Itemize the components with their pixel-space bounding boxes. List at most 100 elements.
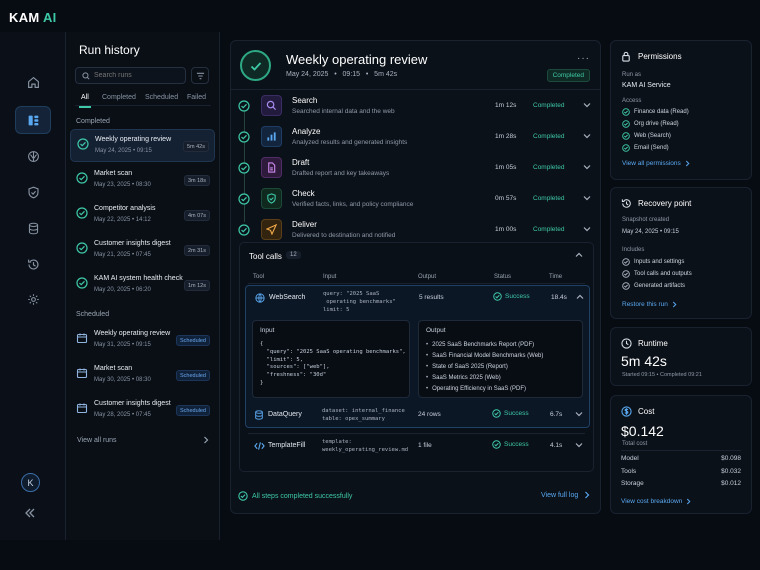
status-badge: Completed <box>546 69 590 82</box>
shield-icon[interactable] <box>15 178 51 206</box>
check-circle-icon <box>492 440 501 449</box>
calendar-icon <box>76 333 88 344</box>
chevron-down-icon[interactable] <box>583 164 591 170</box>
filter-button[interactable] <box>191 67 209 84</box>
chevron-right-icon[interactable] <box>203 436 209 444</box>
runtime-detail: Started 09:15 • Completed 09:21 <box>622 372 702 378</box>
chevron-down-icon[interactable] <box>583 133 591 139</box>
tab-scheduled[interactable]: Scheduled <box>145 94 179 101</box>
col-header-input: Input <box>323 274 337 280</box>
database-icon[interactable] <box>15 214 51 242</box>
check-circle-icon <box>622 258 630 266</box>
run-item[interactable]: Weekly operating review May 24, 2025 • 0… <box>70 129 215 162</box>
list-item[interactable]: Operating Efficiency in SaaS (PDF) <box>426 384 543 395</box>
check-circle-icon <box>622 108 630 116</box>
app-logo: KAM AI <box>9 10 57 25</box>
chevron-up-icon[interactable] <box>576 294 584 300</box>
run-item[interactable]: Weekly operating review May 31, 2025 • 0… <box>70 324 215 357</box>
run-item[interactable]: Customer insights digest May 21, 2025 • … <box>70 234 215 267</box>
chevron-up-icon[interactable] <box>575 252 583 258</box>
view-full-log-link[interactable]: View full log <box>541 492 579 499</box>
check-circle-icon <box>492 409 501 418</box>
search-icon <box>82 71 90 80</box>
search-input[interactable] <box>94 72 179 79</box>
view-all-runs-link[interactable]: View all runs <box>77 437 117 444</box>
history-icon[interactable] <box>15 250 51 278</box>
list-item[interactable]: SaaS Financial Model Benchmarks (Web) <box>426 351 543 362</box>
send-icon <box>261 219 282 240</box>
table-row[interactable]: WebSearch query: "2025 SaaS operating be… <box>245 285 590 428</box>
success-status: Success <box>492 440 529 449</box>
gear-icon[interactable] <box>15 285 51 313</box>
step-row[interactable]: Check Verified facts, links, and policy … <box>231 187 602 217</box>
tool-calls-count: 12 <box>286 251 301 259</box>
chevron-right-icon[interactable] <box>584 491 590 499</box>
tab-all[interactable]: All <box>79 94 91 108</box>
run-tabs: All Completed Scheduled Failed <box>75 90 211 108</box>
run-item[interactable]: Competitor analysis May 22, 2025 • 14:12… <box>70 199 215 232</box>
tool-calls-panel: Tool calls 12 Tool Input Output Status T… <box>239 242 594 472</box>
check-circle-icon <box>238 193 250 205</box>
home-icon[interactable] <box>15 68 51 96</box>
code-icon <box>254 442 265 450</box>
avatar[interactable]: K <box>21 473 40 492</box>
permissions-card: Permissions Run as KAM AI Service Access… <box>610 40 752 180</box>
check-circle-icon <box>76 172 88 184</box>
success-status: Success <box>493 292 530 301</box>
step-row[interactable]: Draft Drafted report and key takeaways 1… <box>231 156 602 186</box>
run-history-panel: Run history All Completed Scheduled Fail… <box>66 32 220 540</box>
more-options-icon[interactable]: ··· <box>577 53 590 64</box>
runs-icon[interactable] <box>15 106 51 134</box>
nav-rail: K <box>0 32 66 540</box>
duration-badge: 3m 18s <box>183 175 210 186</box>
check-circle-icon <box>622 282 630 290</box>
check-circle-icon <box>238 131 250 143</box>
list-item[interactable]: SaaS Metrics 2025 (Web) <box>426 373 543 384</box>
run-as-value: KAM AI Service <box>622 82 671 89</box>
run-item[interactable]: Market scan May 30, 2025 • 08:30 Schedul… <box>70 359 215 392</box>
history-icon <box>621 199 631 208</box>
chevron-right-icon <box>685 160 690 167</box>
include-item: Inputs and settings <box>622 258 684 266</box>
table-row[interactable]: TemplateFill template: weekly_operating_… <box>245 434 590 465</box>
cost-row: Model $0.098 <box>621 455 741 462</box>
duration-badge: 2m 31s <box>183 245 210 256</box>
step-row[interactable]: Analyze Analyzed results and generated i… <box>231 125 602 155</box>
success-status: Success <box>492 409 529 418</box>
step-row[interactable]: Deliver Delivered to destination and not… <box>231 218 602 248</box>
input-box: Input { "query": "2025 SaaS operating be… <box>252 320 410 398</box>
run-item[interactable]: Market scan May 23, 2025 • 08:30 3m 18s <box>70 164 215 197</box>
run-item[interactable]: KAM AI system health check May 20, 2025 … <box>70 269 215 302</box>
search-box[interactable] <box>75 67 186 84</box>
check-circle-icon <box>238 100 250 112</box>
chevron-down-icon[interactable] <box>575 442 583 448</box>
chevron-down-icon[interactable] <box>575 411 583 417</box>
view-cost-breakdown-link[interactable]: View cost breakdown <box>621 498 691 505</box>
brain-icon[interactable] <box>15 142 51 170</box>
run-item[interactable]: Customer insights digest May 28, 2025 • … <box>70 394 215 427</box>
table-row[interactable]: DataQuery dataset: internal_finance tabl… <box>245 403 590 434</box>
cost-card: Cost $0.142 Total cost Model $0.098 Tools… <box>610 395 752 514</box>
tab-completed[interactable]: Completed <box>102 94 136 101</box>
col-header-status: Status <box>494 274 512 280</box>
filter-icon <box>196 72 204 79</box>
list-item[interactable]: 2025 SaaS Benchmarks Report (PDF) <box>426 340 543 351</box>
tab-failed[interactable]: Failed <box>187 94 207 101</box>
chevron-down-icon[interactable] <box>583 102 591 108</box>
chevron-down-icon[interactable] <box>583 226 591 232</box>
view-all-permissions-link[interactable]: View all permissions <box>622 160 690 167</box>
clock-icon <box>621 338 632 349</box>
collapse-sidebar-icon[interactable] <box>24 508 36 518</box>
timeline-line <box>244 102 245 222</box>
input-json: { "query": "2025 SaaS operating benchmar… <box>260 341 406 386</box>
check-circle-icon <box>622 120 630 128</box>
check-circle-icon <box>238 162 250 174</box>
include-item: Tool calls and outputs <box>622 270 692 278</box>
restore-run-link[interactable]: Restore this run <box>622 301 677 308</box>
chevron-down-icon[interactable] <box>583 195 591 201</box>
step-row[interactable]: Search Searched internal data and the we… <box>231 94 602 124</box>
list-item[interactable]: State of SaaS 2025 (Report) <box>426 362 543 373</box>
check-circle-icon <box>76 207 88 219</box>
duration-badge: 1m 12s <box>183 280 210 291</box>
page-title: Weekly operating review <box>286 52 428 67</box>
